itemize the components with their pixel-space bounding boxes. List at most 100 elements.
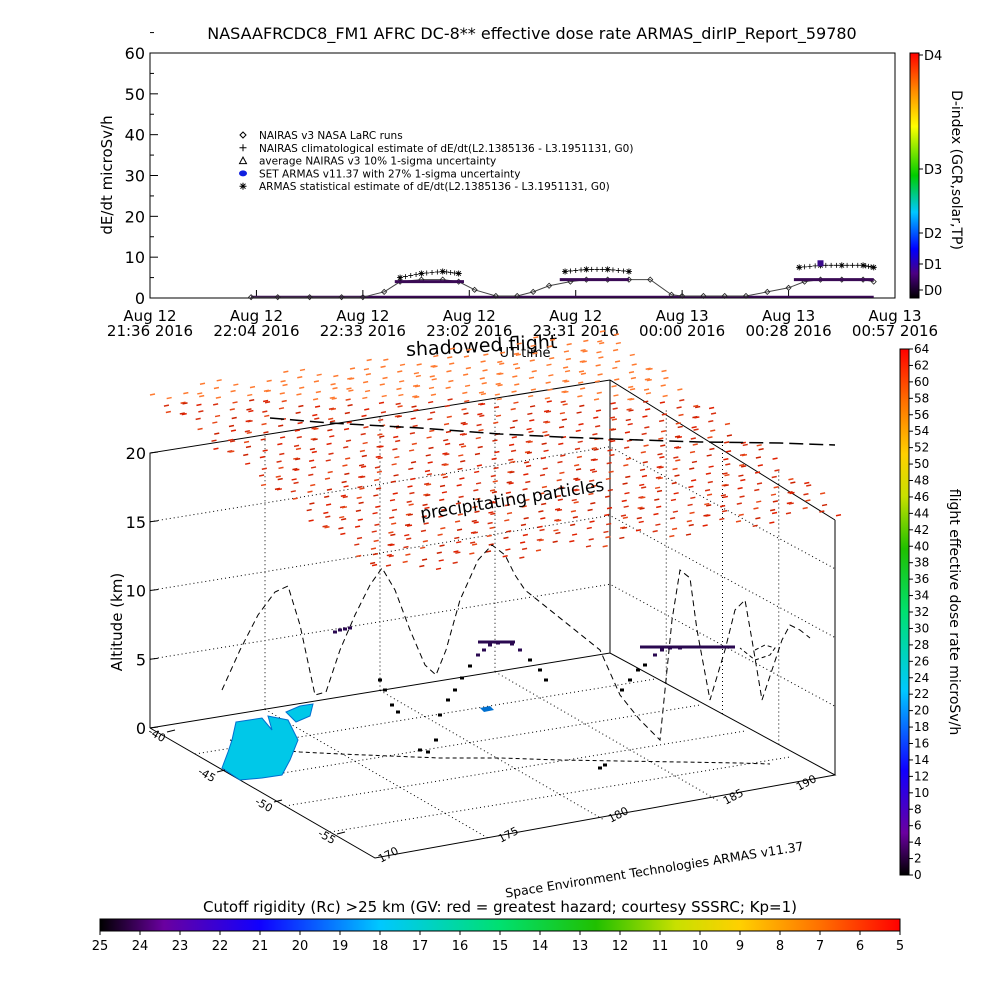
flight-data-point	[390, 703, 394, 707]
d-index-tick-label: D3	[924, 163, 942, 178]
particle-mark	[755, 456, 762, 459]
particle-mark	[212, 421, 218, 424]
particle-mark	[603, 530, 609, 534]
particle-mark	[538, 539, 544, 542]
particle-mark	[486, 534, 492, 538]
particle-mark	[341, 518, 347, 521]
particle-mark	[740, 478, 746, 482]
particle-mark	[592, 458, 598, 462]
particle-mark	[609, 416, 616, 419]
particle-mark	[405, 553, 411, 556]
nairas-point	[274, 294, 281, 301]
particle-mark	[435, 567, 442, 571]
flight-track	[221, 544, 811, 770]
particle-mark	[739, 463, 745, 467]
particle-mark	[638, 520, 644, 524]
particle-mark	[660, 430, 667, 433]
d-index-tick-label: D0	[924, 284, 942, 299]
particle-mark	[492, 439, 498, 442]
armas-estimate-point	[812, 263, 818, 269]
particle-mark	[295, 411, 301, 414]
particle-mark	[565, 357, 572, 361]
particle-mark	[322, 525, 328, 528]
particle-mark	[596, 391, 602, 395]
particle-mark	[708, 420, 714, 423]
dose-tick-label: 0	[914, 868, 922, 882]
particle-mark	[702, 524, 708, 527]
particle-mark	[599, 330, 606, 333]
particle-mark	[636, 516, 642, 520]
particle-mark	[693, 404, 699, 408]
particle-mark	[410, 417, 416, 420]
x-tick-label-time: 21:36 2016	[107, 322, 193, 340]
particle-mark	[458, 495, 464, 499]
particle-mark	[212, 403, 219, 406]
particle-mark	[327, 428, 333, 432]
particle-mark	[659, 455, 665, 459]
longitude-tick-label: 190	[794, 772, 819, 793]
x-tick-label-time: 00:00 2016	[639, 322, 725, 340]
particle-mark	[197, 427, 203, 431]
particle-mark	[461, 433, 467, 436]
particle-mark	[391, 522, 397, 525]
particle-mark	[480, 360, 486, 363]
particle-mark	[538, 510, 544, 513]
particle-mark	[669, 517, 676, 520]
particle-mark	[425, 483, 432, 486]
particle-mark	[457, 513, 463, 516]
particle-mark	[804, 481, 810, 485]
particle-mark	[412, 395, 418, 398]
particle-mark	[474, 470, 480, 474]
particle-mark	[339, 515, 345, 519]
particle-mark	[608, 470, 614, 474]
particle-mark	[340, 494, 346, 497]
latitude-tick-label: -45	[196, 765, 218, 785]
particle-mark	[311, 426, 317, 430]
particle-mark	[364, 408, 370, 411]
particle-mark	[429, 375, 435, 378]
armas-estimate-point	[578, 267, 584, 273]
particle-mark	[323, 511, 329, 515]
particle-mark	[613, 333, 620, 336]
particle-mark	[424, 469, 431, 473]
particle-mark	[643, 400, 649, 403]
y-tick-label: 20	[125, 207, 145, 226]
particle-mark	[355, 509, 362, 513]
dose-tick-label: 10	[914, 786, 929, 800]
particle-mark	[414, 395, 420, 399]
dose-tick-label: 8	[914, 802, 922, 816]
particle-mark	[675, 422, 681, 425]
particle-mark	[605, 535, 611, 539]
particle-mark	[491, 457, 497, 461]
flight-data-point	[620, 688, 624, 692]
particle-mark	[448, 379, 454, 383]
particle-mark	[627, 422, 633, 426]
particle-mark	[478, 428, 484, 432]
particle-mark	[345, 457, 351, 460]
particle-mark	[244, 430, 250, 433]
particle-mark	[475, 436, 481, 440]
particle-mark	[555, 494, 562, 498]
particle-mark	[370, 547, 377, 550]
flight-data-point	[383, 688, 387, 692]
latitude-tick-label: -55	[316, 827, 338, 847]
particle-mark	[569, 540, 575, 543]
particle-mark	[341, 506, 348, 509]
armas-estimate-point	[424, 270, 430, 276]
nairas-point	[514, 292, 521, 300]
particle-mark	[540, 517, 546, 520]
dose-rate-colorbar	[899, 348, 910, 876]
nairas-point	[625, 276, 632, 283]
particle-mark	[346, 421, 352, 424]
dose-tick-label: 4	[914, 835, 922, 849]
particle-mark	[509, 426, 516, 429]
particle-mark	[385, 564, 392, 567]
particle-mark	[444, 453, 450, 456]
particle-mark	[661, 413, 667, 416]
particle-mark	[656, 465, 662, 469]
particle-mark	[575, 478, 581, 482]
particle-mark	[377, 456, 383, 460]
flight-data-point	[396, 710, 400, 714]
flight-data-point	[333, 630, 337, 634]
